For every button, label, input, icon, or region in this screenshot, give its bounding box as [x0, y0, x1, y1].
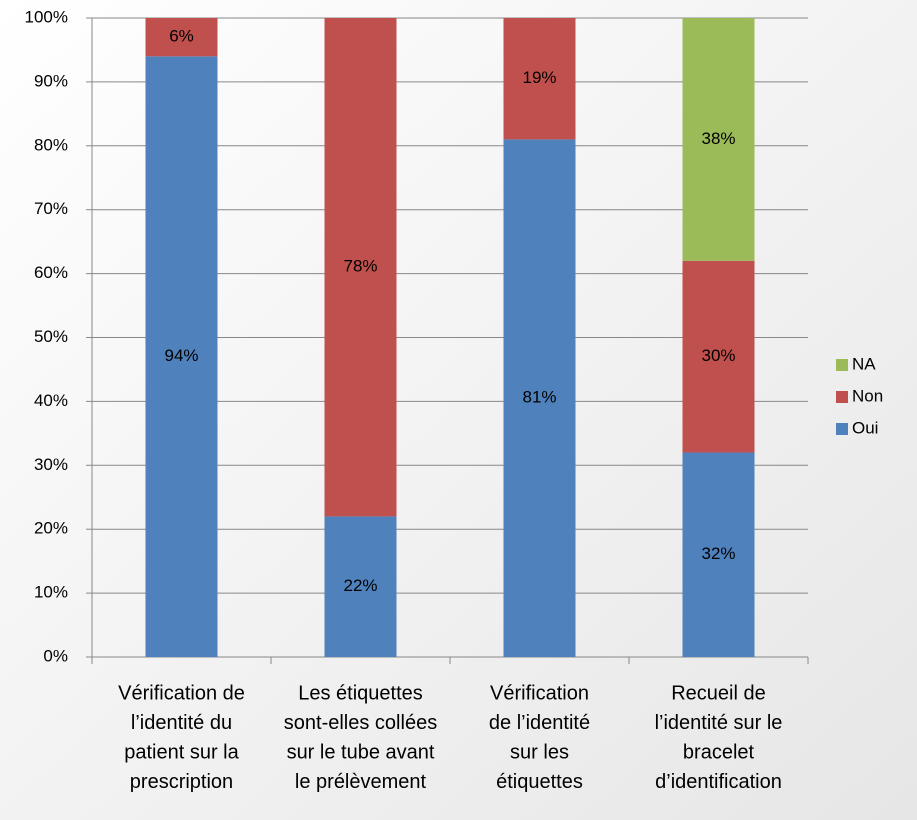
y-tick-label: 100%: [25, 7, 68, 26]
legend-swatch: [836, 423, 848, 435]
bar-segment: [145, 56, 218, 657]
data-label: 78%: [343, 257, 377, 276]
y-tick-label: 10%: [34, 583, 68, 602]
legend-swatch: [836, 359, 848, 371]
x-tick-label: Les étiquettes: [298, 682, 423, 704]
x-tick-label: l’identité du: [131, 712, 232, 734]
bar-segment: [324, 516, 397, 657]
x-tick-label: Vérification: [490, 682, 589, 704]
data-label: 94%: [164, 346, 198, 365]
data-label: 19%: [522, 68, 556, 87]
data-label: 22%: [343, 576, 377, 595]
bar-segment: [682, 452, 755, 657]
bar-segment: [145, 18, 218, 57]
data-label: 32%: [701, 544, 735, 563]
bar-segment: [503, 18, 576, 140]
y-tick-label: 40%: [34, 391, 68, 410]
x-tick-label: Vérification de: [118, 682, 245, 704]
x-tick-label: patient sur la: [124, 741, 239, 763]
y-tick-label: 60%: [34, 263, 68, 282]
legend-label: NA: [852, 354, 876, 373]
data-label: 30%: [701, 346, 735, 365]
x-tick-label: sont-elles collées: [284, 712, 437, 734]
legend-label: Oui: [852, 418, 878, 437]
y-tick-label: 50%: [34, 327, 68, 346]
x-tick-label: sur le tube avant: [287, 741, 435, 763]
y-tick-label: 70%: [34, 199, 68, 218]
x-tick-label: bracelet: [683, 741, 755, 763]
x-tick-label: le prélèvement: [295, 771, 427, 793]
bar-segment: [503, 139, 576, 657]
y-tick-label: 30%: [34, 455, 68, 474]
y-tick-label: 0%: [43, 646, 68, 665]
y-tick-label: 80%: [34, 135, 68, 154]
bar-segment: [324, 18, 397, 517]
x-tick-label: d’identification: [655, 771, 782, 793]
x-tick-label: l’identité sur le: [655, 712, 783, 734]
y-tick-label: 20%: [34, 519, 68, 538]
x-tick-label: prescription: [130, 771, 233, 793]
legend-swatch: [836, 391, 848, 403]
bar-segment: [682, 18, 755, 261]
x-tick-label: sur les: [510, 741, 569, 763]
bar-segment: [682, 260, 755, 453]
data-label: 81%: [522, 388, 556, 407]
data-label: 38%: [701, 129, 735, 148]
x-tick-label: de l’identité: [489, 712, 590, 734]
legend-label: Non: [852, 386, 883, 405]
x-tick-label: Recueil de: [671, 682, 766, 704]
data-label: 6%: [169, 27, 194, 46]
x-tick-label: étiquettes: [496, 771, 583, 793]
y-tick-label: 90%: [34, 71, 68, 90]
